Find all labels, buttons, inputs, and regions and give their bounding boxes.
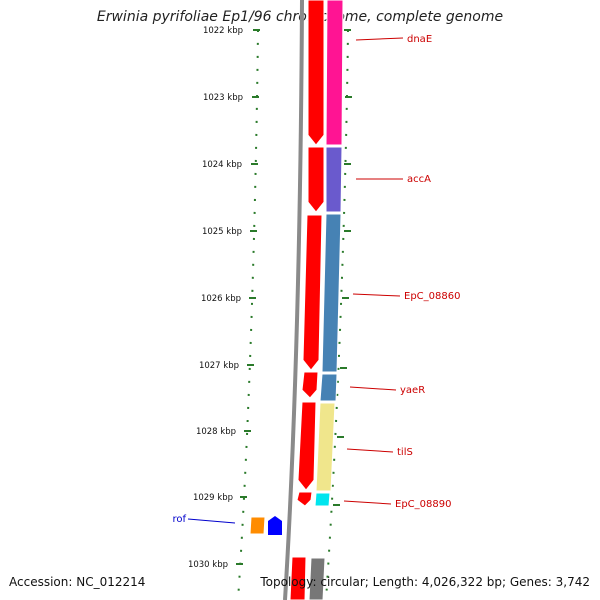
rof-arrow[interactable] [268,516,282,535]
scale-ticks-right [333,29,352,506]
tick-labels: 1022 kbp 1023 kbp 1024 kbp 1025 kbp 1026… [188,26,243,570]
scale-ticks [236,29,260,565]
tick-label: 1028 kbp [196,427,236,437]
cds-track [289,0,325,600]
cds-arrow-accA[interactable] [307,146,325,213]
label-line [343,500,392,505]
topology-label: Topology: circular; Length: 4,026,322 bp… [260,575,590,589]
cds-arrow-next[interactable] [289,556,307,600]
gene-label-EpC_08860[interactable]: EpC_08860 [404,291,460,302]
cog-track [308,0,344,600]
cog-block-next[interactable] [308,557,326,600]
cog-block-tilS[interactable] [315,402,336,492]
cog-block-accA[interactable] [325,146,343,213]
tick-label: 1027 kbp [199,361,239,371]
label-line [187,518,236,524]
gene-label-EpC_08890[interactable]: EpC_08890 [395,499,451,510]
gene-label-tilS[interactable]: tilS [397,447,413,458]
tick-label: 1023 kbp [203,93,243,103]
rof-cog-block[interactable] [249,516,266,535]
gene-label-rof[interactable]: rof [172,514,186,525]
cds-arrow-EpC_08890[interactable] [296,491,313,507]
genome-backbone [283,0,304,600]
label-line [349,386,397,391]
accession-label: Accession: NC_012214 [9,575,146,589]
label-line [352,293,401,297]
cds-arrow-dnaE[interactable] [307,0,325,146]
tick-label: 1022 kbp [203,26,243,36]
cog-block-dnaE[interactable] [325,0,344,146]
label-line [346,448,394,453]
tick-label: 1030 kbp [188,560,228,570]
tick-label: 1029 kbp [193,493,233,503]
rof-features [249,516,282,535]
label-line [355,37,404,41]
gene-label-dnaE[interactable]: dnaE [407,34,432,45]
cds-arrow-yaeR[interactable] [301,371,319,399]
tick-label: 1026 kbp [201,294,241,304]
cog-block-EpC_08890[interactable] [314,492,331,507]
gene-label-accA[interactable]: accA [407,174,431,185]
cds-arrow-EpC_08860[interactable] [302,214,323,371]
cog-block-EpC_08860[interactable] [321,213,342,373]
gene-label-yaeR[interactable]: yaeR [400,385,425,396]
tick-label: 1024 kbp [202,160,242,170]
cog-block-yaeR[interactable] [319,373,338,402]
tick-label: 1025 kbp [202,227,242,237]
gene-labels: dnaE accA EpC_08860 yaeR tilS EpC_08890 … [172,34,460,525]
label-lines [187,37,404,524]
cds-arrow-tilS[interactable] [297,401,317,491]
